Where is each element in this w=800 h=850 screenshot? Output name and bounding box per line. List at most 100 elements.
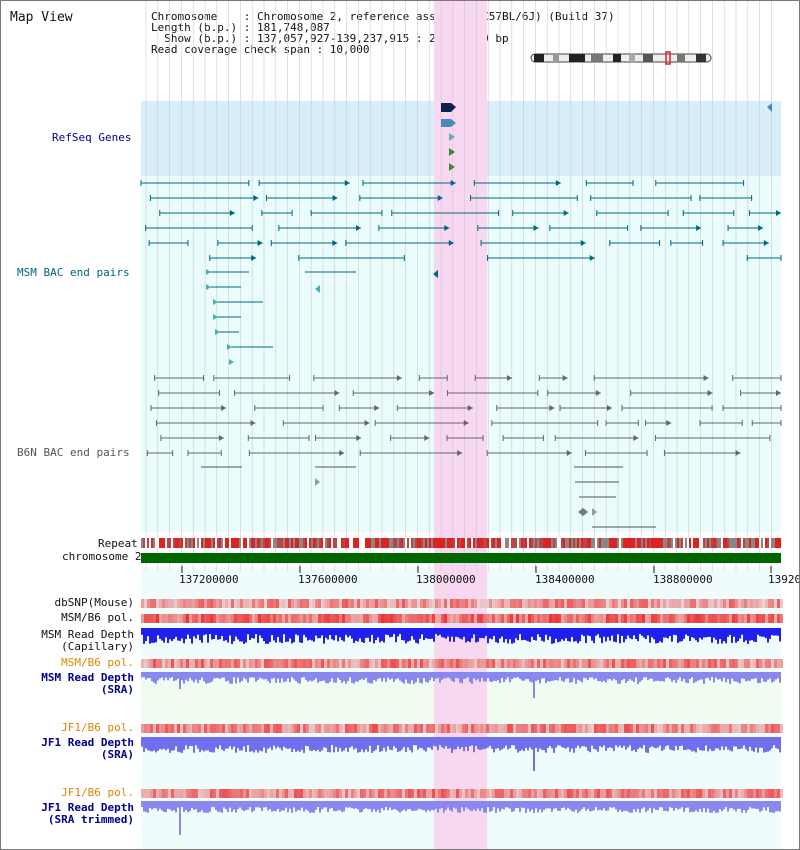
ideogram-position-marker[interactable] [665, 51, 671, 65]
gene-feature[interactable] [451, 119, 456, 127]
bac-end-marker[interactable] [696, 225, 702, 231]
bac-end-marker[interactable] [578, 508, 588, 516]
track-label-dbsnp[interactable]: dbSNP(Mouse) [54, 596, 134, 609]
track-label-jf1-b6-pol[interactable]: JF1/B6 pol. [61, 721, 134, 734]
bac-end-marker[interactable] [374, 405, 380, 411]
bac-end-marker[interactable] [549, 405, 555, 411]
bac-end-marker[interactable] [206, 284, 211, 290]
bac-end-marker[interactable] [776, 210, 781, 216]
pol-heat-cell [738, 614, 741, 623]
bac-end-marker[interactable] [633, 435, 639, 441]
bac-end-marker[interactable] [776, 390, 781, 396]
bac-end-marker[interactable] [592, 508, 597, 516]
bac-end-marker[interactable] [450, 180, 456, 186]
bac-end-marker[interactable] [364, 420, 370, 426]
features-layer[interactable] [140, 103, 783, 835]
bac-end-marker[interactable] [606, 405, 612, 411]
bac-end-marker[interactable] [429, 390, 435, 396]
track-label-refseq-genes[interactable]: RefSeq Genes [52, 131, 132, 144]
gene-feature[interactable] [449, 133, 455, 141]
bac-end-marker[interactable] [251, 255, 257, 261]
bac-end-marker[interactable] [339, 450, 345, 456]
bac-end-marker[interactable] [467, 405, 473, 411]
track-label-chromosome[interactable]: chromosome 2 [62, 550, 142, 563]
bac-end-marker[interactable] [589, 255, 595, 261]
bac-end-marker[interactable] [433, 270, 438, 278]
track-label-msm-b6-pol[interactable]: MSM/B6 pol. [61, 611, 134, 624]
bac-end-marker[interactable] [595, 390, 601, 396]
depth-bar [497, 672, 499, 681]
bac-end-marker[interactable] [315, 478, 320, 486]
bac-end-marker[interactable] [763, 240, 769, 246]
bac-end-marker[interactable] [334, 390, 340, 396]
bac-end-marker[interactable] [332, 195, 338, 201]
bac-end-marker[interactable] [463, 420, 469, 426]
bac-end-marker[interactable] [213, 299, 218, 305]
bac-end-marker[interactable] [253, 195, 259, 201]
depth-bar [391, 628, 393, 637]
gene-feature[interactable] [451, 103, 456, 112]
bac-end-marker[interactable] [206, 269, 211, 275]
depth-bar [389, 801, 391, 808]
bac-end-marker[interactable] [566, 450, 572, 456]
chromosome-bar[interactable] [141, 553, 781, 563]
track-label-msm-read-depth-capillary[interactable]: MSM Read Depth (Capillary) [41, 628, 134, 653]
bac-end-marker[interactable] [257, 240, 263, 246]
pol-heat-cell [252, 789, 255, 798]
bac-end-marker[interactable] [437, 195, 443, 201]
bac-end-marker[interactable] [703, 375, 709, 381]
gene-feature[interactable] [449, 163, 455, 171]
depth-bar [275, 672, 277, 683]
bac-end-marker[interactable] [563, 210, 569, 216]
track-label-jf1-b6-pol-2[interactable]: JF1/B6 pol. [61, 786, 134, 799]
bac-end-marker[interactable] [507, 375, 513, 381]
bac-end-marker[interactable] [356, 435, 362, 441]
bac-end-marker[interactable] [735, 450, 741, 456]
bac-end-marker[interactable] [396, 375, 402, 381]
bac-end-marker[interactable] [580, 240, 586, 246]
depth-bar [189, 628, 191, 639]
bac-end-marker[interactable] [215, 329, 220, 335]
bac-end-marker[interactable] [229, 359, 234, 365]
bac-end-marker[interactable] [444, 225, 450, 231]
bac-end-marker[interactable] [555, 180, 561, 186]
bac-end-marker[interactable] [332, 240, 338, 246]
repeat-block [527, 538, 529, 548]
bac-end-marker[interactable] [448, 240, 454, 246]
bac-end-marker[interactable] [424, 435, 430, 441]
bac-end-marker[interactable] [533, 225, 539, 231]
track-label-jf1-read-depth-sra[interactable]: JF1 Read Depth (SRA) [41, 736, 134, 761]
track-label-b6n-bac-end-pairs[interactable]: B6N BAC end pairs [17, 446, 130, 459]
gene-feature[interactable] [441, 103, 451, 112]
pol-heat-cell [648, 659, 651, 668]
bac-end-marker[interactable] [315, 285, 320, 293]
pol-heat-cell [258, 724, 261, 733]
bac-end-marker[interactable] [707, 390, 713, 396]
track-label-msm-read-depth-sra[interactable]: MSM Read Depth (SRA) [41, 671, 134, 696]
track-label-repeat[interactable]: Repeat [98, 537, 138, 550]
chromosome-ideogram[interactable] [530, 51, 712, 65]
bac-end-marker[interactable] [355, 225, 361, 231]
gene-feature[interactable] [767, 103, 772, 112]
bac-end-marker[interactable] [229, 210, 235, 216]
gene-feature[interactable] [441, 119, 451, 127]
depth-bar [609, 801, 611, 808]
bac-end-marker[interactable] [666, 420, 672, 426]
bac-end-marker[interactable] [221, 405, 227, 411]
bac-end-marker[interactable] [213, 314, 218, 320]
gene-feature[interactable] [449, 148, 455, 156]
bac-end-marker[interactable] [344, 180, 350, 186]
bac-end-marker[interactable] [250, 420, 256, 426]
bac-end-marker[interactable] [758, 225, 764, 231]
bac-end-marker[interactable] [457, 450, 463, 456]
bac-end-marker[interactable] [227, 344, 232, 350]
bac-end-marker[interactable] [218, 435, 224, 441]
pol-heat-cell [561, 614, 564, 623]
selection-highlight-layer[interactable] [434, 1, 487, 850]
track-label-msm-bac-end-pairs[interactable]: MSM BAC end pairs [17, 266, 130, 279]
track-label-jf1-read-depth-trimmed[interactable]: JF1 Read Depth (SRA trimmed) [41, 801, 134, 826]
selection-highlight[interactable] [434, 1, 487, 850]
bac-end-marker[interactable] [562, 375, 568, 381]
track-label-msm-b6-pol-sra[interactable]: MSM/B6 pol. [61, 656, 134, 669]
